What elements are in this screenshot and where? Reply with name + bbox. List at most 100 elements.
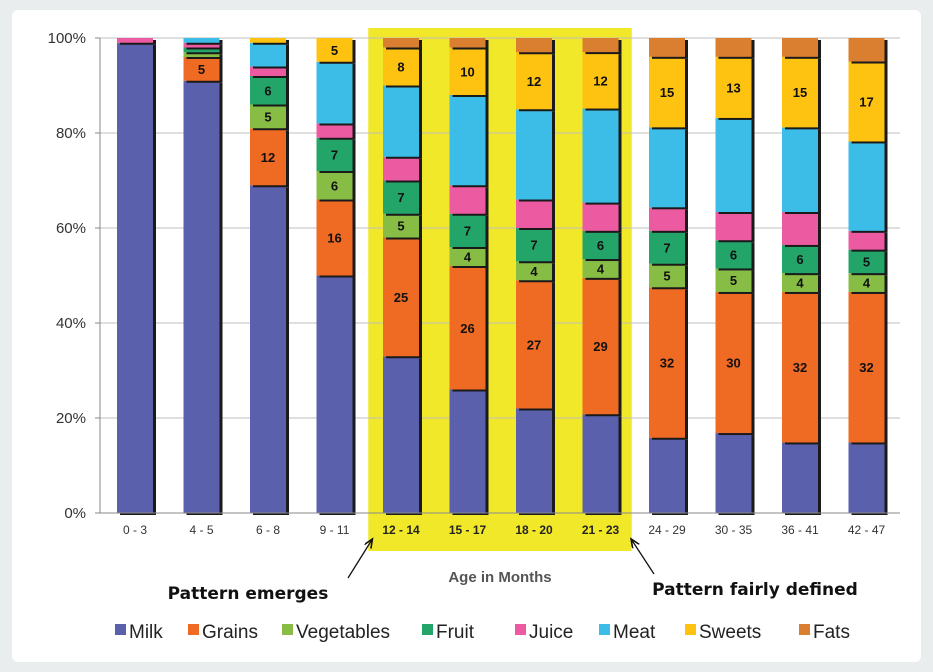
data-label: 4 (597, 261, 605, 276)
data-label: 4 (863, 276, 871, 291)
legend-swatch-juice (515, 624, 526, 635)
bar-segment-sweets (316, 38, 353, 62)
y-tick-label: 60% (56, 220, 86, 237)
data-label: 5 (730, 273, 737, 288)
data-label: 5 (663, 269, 670, 284)
bar-segment-grains (183, 57, 220, 81)
data-label: 32 (660, 356, 674, 371)
legend-label-grains: Grains (202, 622, 258, 643)
bar-segment-fruit (449, 213, 486, 247)
bar-segment-fruit (250, 76, 286, 105)
x-axis-title: Age in Months (448, 569, 551, 586)
bar-segment-vegetables (782, 273, 818, 292)
data-label: 6 (264, 83, 271, 98)
bar-segment-fruit (848, 249, 885, 274)
data-label: 7 (530, 238, 537, 253)
bar-segment-milk (848, 442, 885, 513)
x-tick-label: 12 - 14 (382, 523, 420, 537)
legend-label-milk: Milk (129, 622, 163, 643)
data-label: 4 (796, 276, 804, 291)
bar-segment-fruit (715, 240, 752, 269)
bar-segment-sweets (582, 52, 619, 109)
legend-label-meat: Meat (613, 622, 656, 643)
bar-segment-fats (449, 38, 486, 48)
data-label: 12 (593, 73, 607, 88)
bar-segment-vegetables (516, 261, 552, 281)
x-tick-label: 4 - 5 (189, 523, 213, 537)
annotation-layer: Pattern emerges Pattern fairly defined (168, 540, 858, 604)
bar-segment-sweets (383, 47, 419, 86)
bar-segment-juice (782, 212, 818, 245)
bar-segment-fruit (649, 230, 685, 264)
legend-swatch-sweets (685, 624, 696, 635)
data-label: 17 (859, 94, 873, 109)
bar-segment-meat (250, 42, 286, 67)
x-tick-label: 30 - 35 (715, 523, 753, 537)
data-label: 6 (597, 238, 604, 253)
data-label: 6 (796, 252, 803, 267)
data-label: 7 (464, 223, 471, 238)
bar-segment-milk (782, 442, 818, 513)
bar-segment-grains (250, 128, 286, 186)
bar-segment-vegetables (250, 104, 286, 129)
bar-segment-juice (715, 212, 752, 241)
data-label: 13 (726, 80, 740, 95)
bar-segment-vegetables (582, 259, 619, 278)
bar-segment-fats (848, 38, 885, 62)
bar-segment-grains (715, 291, 752, 434)
legend-label-vegetables: Vegetables (296, 622, 390, 643)
data-label: 16 (327, 231, 341, 246)
data-label: 4 (464, 250, 472, 265)
bar-segment-sweets (848, 61, 885, 142)
bar-segment-milk (117, 42, 153, 513)
data-label: 32 (793, 360, 807, 375)
bar-segment-grains (383, 237, 419, 357)
data-label: 8 (397, 60, 404, 75)
y-tick-label: 20% (56, 410, 86, 427)
bar-segment-fruit (183, 47, 220, 53)
bar-segment-fats (582, 38, 619, 53)
bar-segment-juice (316, 123, 353, 138)
annotation-arrow (632, 540, 655, 575)
bar-segment-meat (516, 109, 552, 200)
bar-segment-milk (715, 433, 752, 513)
x-tick-label: 0 - 3 (123, 523, 147, 537)
x-tick-label: 24 - 29 (648, 523, 686, 537)
bar-segment-juice (250, 66, 286, 76)
bar-segment-fats (516, 38, 552, 53)
y-tick-label: 100% (48, 30, 86, 47)
bar-segment-juice (649, 207, 685, 231)
bar-segment-meat (183, 38, 220, 43)
legend-label-juice: Juice (529, 622, 573, 643)
legend-label-fats: Fats (813, 622, 850, 643)
bar-segment-vegetables (848, 273, 885, 292)
legend-swatch-fats (799, 624, 810, 635)
bar-segment-milk (316, 275, 353, 513)
legend-swatch-meat (599, 624, 610, 635)
label-layer: 5125616675255782647102747122946123257153… (198, 43, 874, 375)
legend-label-fruit: Fruit (436, 622, 475, 643)
bar-segment-sweets (715, 56, 752, 118)
bar-segment-fruit (316, 137, 353, 171)
x-tick-label: 9 - 11 (320, 523, 350, 537)
bar-segment-juice (383, 156, 419, 181)
bar-segment-meat (848, 141, 885, 231)
data-label: 7 (331, 147, 338, 162)
y-tick-label: 0% (64, 505, 86, 522)
x-tick-label: 21 - 23 (582, 523, 620, 537)
bar-segment-grains (782, 291, 818, 443)
data-label: 32 (859, 360, 873, 375)
bar-segment-milk (649, 437, 685, 513)
data-label: 5 (397, 219, 404, 234)
legend-label-sweets: Sweets (699, 622, 761, 643)
data-label: 25 (394, 290, 408, 305)
x-tick-label: 42 - 47 (848, 523, 886, 537)
data-label: 12 (261, 150, 275, 165)
bar-segment-vegetables (316, 171, 353, 200)
y-tick-label: 40% (56, 315, 86, 332)
bar-segment-juice (183, 42, 220, 48)
bar-segment-meat (782, 127, 818, 213)
bar-segment-milk (250, 185, 286, 513)
bar-segment-meat (449, 95, 486, 186)
